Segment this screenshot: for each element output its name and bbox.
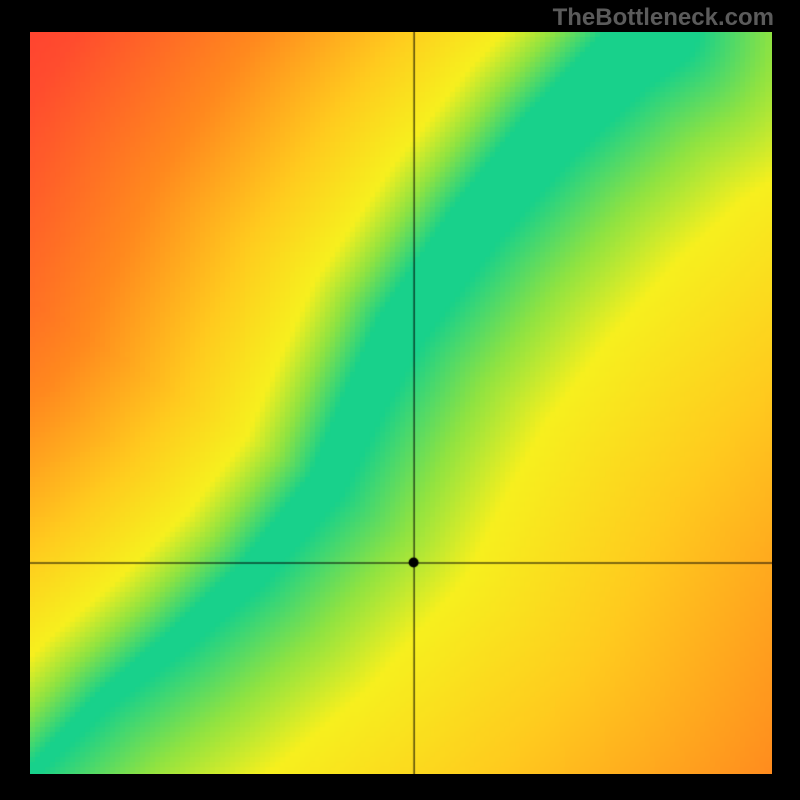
bottleneck-heatmap [30, 32, 772, 774]
figure-container: TheBottleneck.com [0, 0, 800, 800]
watermark-text: TheBottleneck.com [553, 4, 774, 32]
